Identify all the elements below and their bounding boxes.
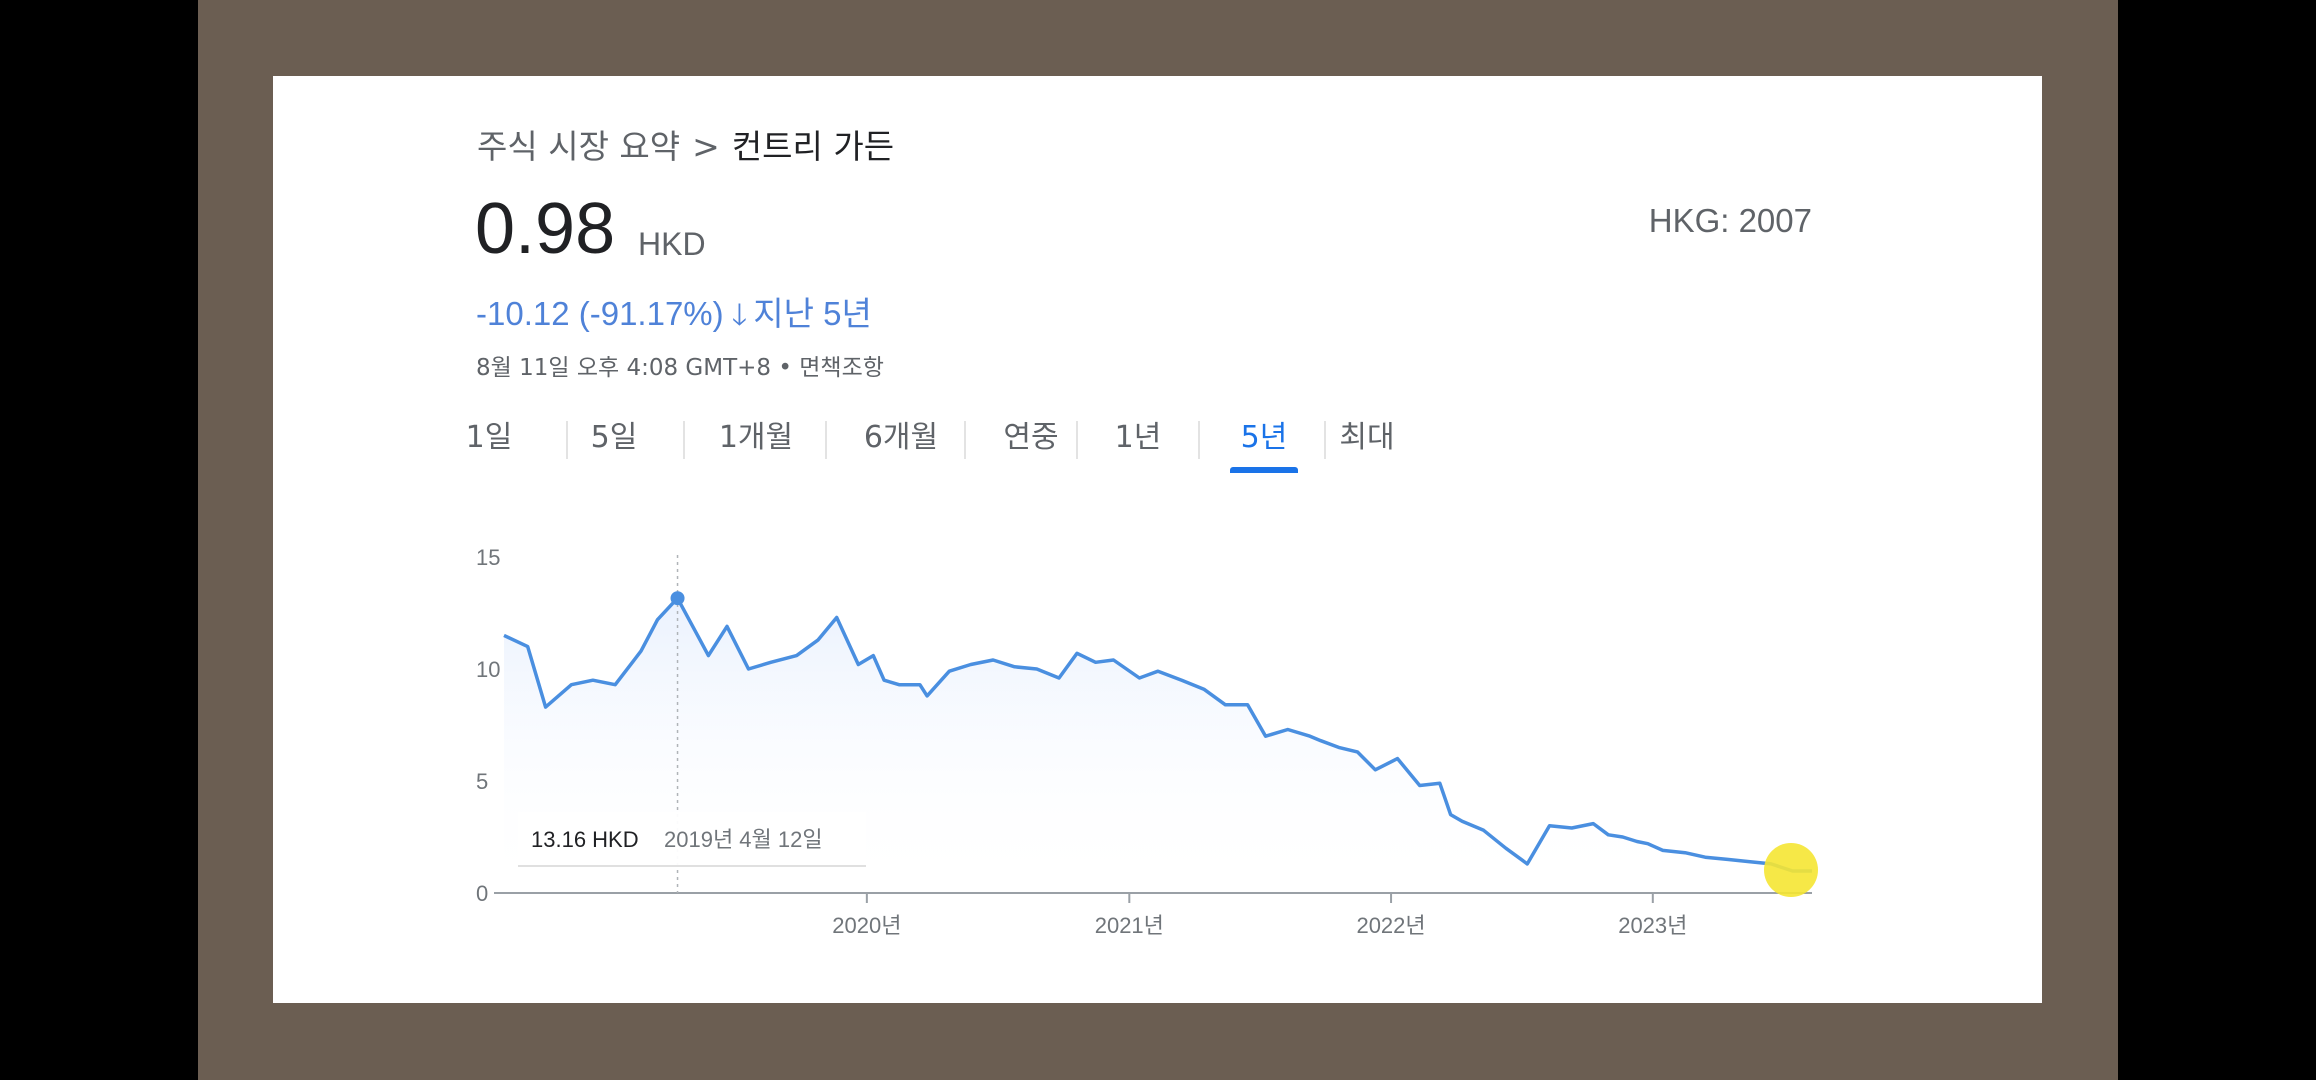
tab-range-7[interactable]: 최대: [1339, 420, 1395, 455]
price-change: -10.12 (-91.17%) 🡓 지난 5년: [476, 287, 872, 344]
tab-divider: [964, 421, 966, 459]
tooltip-date: 2019년 4월 12일: [664, 827, 823, 852]
ticker-symbol: HKG: 2007: [1648, 202, 1812, 239]
current-price: 0.98: [475, 189, 616, 269]
tab-divider: [825, 421, 827, 459]
breadcrumb: 주식 시장 요약 > 컨트리 가든: [477, 120, 894, 168]
mouse-cursor-highlight: [1764, 843, 1818, 897]
tab-range-2[interactable]: 1개월: [718, 420, 794, 455]
quote-timestamp: 8월 11일 오후 4:08 GMT+8 • 면책조항: [476, 355, 884, 381]
y-tick-label: 10: [476, 657, 500, 682]
tab-divider: [1076, 421, 1078, 459]
y-tick-label: 15: [476, 545, 500, 570]
tooltip-box: [518, 812, 866, 866]
tab-range-3[interactable]: 6개월: [863, 420, 939, 455]
breadcrumb-parent-link[interactable]: 주식 시장 요약: [477, 127, 681, 166]
tab-range-6[interactable]: 5년: [1230, 413, 1298, 473]
breadcrumb-current: 컨트리 가든: [731, 127, 895, 166]
tab-range-5[interactable]: 1년: [1114, 420, 1162, 455]
highlight-point: [670, 591, 685, 606]
x-tick-label: 2022년: [1356, 913, 1425, 938]
y-tick-label: 5: [476, 769, 488, 794]
x-tick-label: 2021년: [1095, 913, 1164, 938]
arrow-down-icon: 🡓: [731, 299, 748, 332]
series-line: [503, 596, 1812, 873]
tooltip-value: 13.16 HKD: [531, 827, 639, 852]
tab-range-0[interactable]: 1일: [465, 420, 513, 455]
x-tick-label: 2020년: [832, 913, 901, 938]
tab-divider: [683, 421, 685, 459]
price-change-value: -10.12 (-91.17%): [476, 295, 724, 332]
price-currency: HKD: [638, 226, 706, 262]
tab-divider: [1198, 421, 1200, 459]
tab-divider: [566, 421, 568, 459]
change-period: 지난 5년: [753, 295, 872, 332]
y-tick-label: 0: [476, 881, 488, 906]
breadcrumb-separator: >: [692, 127, 720, 166]
tab-range-4[interactable]: 연중: [1003, 420, 1059, 455]
tab-divider: [1324, 421, 1326, 459]
x-tick-label: 2023년: [1618, 913, 1687, 938]
tab-range-1[interactable]: 5일: [590, 420, 638, 455]
